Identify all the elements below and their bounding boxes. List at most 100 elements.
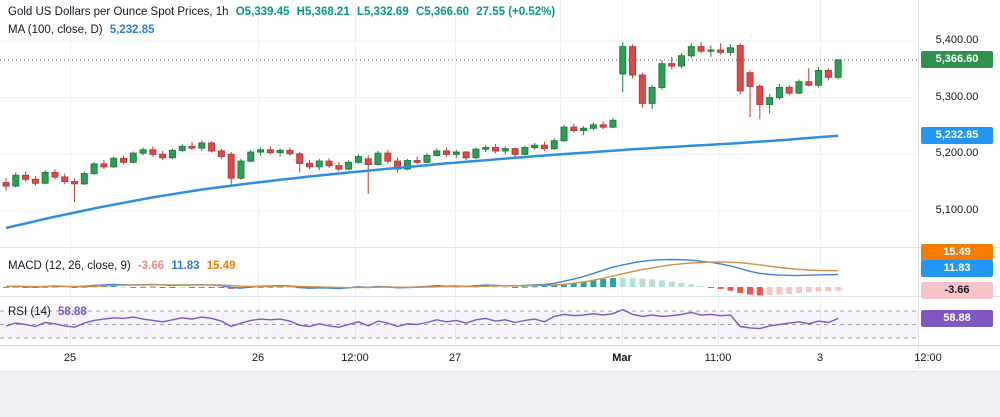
candle-body: [648, 86, 656, 104]
macd-histogram-bar: [698, 285, 705, 287]
macd-histogram-bar: [551, 285, 558, 287]
candle-body: [570, 126, 578, 132]
candle-body: [707, 49, 715, 52]
candle-body: [257, 149, 265, 153]
candle-body: [501, 148, 509, 152]
candle-body: [315, 160, 323, 168]
macd-axis-badge: -3.66: [921, 281, 993, 299]
time-axis-label: Mar: [612, 352, 632, 364]
macd-histogram-bar: [835, 287, 842, 291]
candle-body: [227, 153, 235, 179]
time-axis[interactable]: 25 26 12:00 27 Mar 11:00 3 12:00: [0, 346, 1000, 370]
macd-histogram-bar: [277, 286, 284, 288]
macd-histogram-bar: [570, 282, 577, 287]
macd-histogram-bar: [169, 287, 176, 288]
time-axis-label: 3: [816, 352, 824, 364]
macd-histogram-bar: [531, 286, 538, 288]
ma-legend[interactable]: MA (100, close, D) 5,232.85: [8, 24, 159, 36]
ohlc-high: H5,368.21: [296, 6, 350, 18]
candle-body: [678, 55, 686, 67]
macd-legend[interactable]: MACD (12, 26, close, 9) -3.66 11.83 15.4…: [8, 260, 239, 272]
candle-body: [452, 151, 460, 155]
macd-histogram-bar: [22, 287, 29, 288]
candle-body: [335, 165, 343, 170]
price-axis[interactable]: 5,400.00 5,300.00 5,200.00 5,100.00 5,366.60…: [918, 0, 1000, 370]
ohlc-close: C5,366.60: [415, 6, 470, 18]
macd-histogram-bar: [140, 286, 147, 288]
candle-body: [775, 86, 783, 99]
candle-body: [511, 148, 519, 155]
candle-body: [834, 59, 842, 78]
macd-histogram-bar: [795, 287, 802, 294]
macd-histogram-bar: [208, 287, 215, 288]
symbol-title: Gold US Dollars per Ounce Spot Prices, 1…: [8, 6, 229, 18]
candle-body: [687, 46, 695, 57]
rsi-legend-label: RSI (14): [8, 306, 51, 318]
macd-histogram-bar: [600, 279, 607, 287]
candle-body: [345, 161, 353, 170]
candle-body: [364, 158, 372, 166]
symbol-legend[interactable]: Gold US Dollars per Ounce Spot Prices, 1…: [8, 6, 559, 18]
candle-body: [403, 160, 411, 170]
macd-histogram-bar: [727, 287, 734, 291]
candle-body: [433, 150, 441, 156]
macd-histogram-bar: [512, 287, 519, 288]
candle-body: [462, 151, 470, 159]
macd-histogram-bar: [286, 286, 293, 288]
candle-body: [168, 149, 176, 159]
macd-histogram-bar: [130, 287, 137, 288]
macd-histogram-bar: [590, 280, 597, 287]
candle-body: [599, 124, 607, 128]
candle-body: [550, 140, 558, 150]
price-axis-badge: 5,366.60: [921, 51, 993, 69]
candle-body: [736, 45, 744, 92]
rsi-legend[interactable]: RSI (14) 58.88: [8, 306, 91, 318]
macd-histogram-bar: [521, 286, 528, 288]
macd-histogram-bar: [580, 281, 587, 287]
candle-body: [41, 171, 49, 184]
candle-body: [325, 160, 333, 167]
candle-body: [589, 124, 597, 129]
candle-body: [90, 163, 98, 175]
candle-body: [61, 176, 69, 183]
macd-hist-value: -3.66: [137, 260, 165, 272]
candle-body: [80, 173, 88, 185]
time-axis-label: 11:00: [704, 352, 732, 364]
candle-body: [472, 148, 480, 159]
candle-body: [71, 181, 79, 185]
candle-body: [413, 160, 421, 163]
candle-body: [149, 149, 157, 155]
candle-body: [766, 97, 774, 105]
candle-body: [188, 145, 196, 149]
candle-body: [296, 153, 304, 164]
candle-body: [129, 152, 137, 163]
candle-body: [100, 163, 108, 168]
price-axis-label: 5,100.00: [935, 204, 979, 216]
macd-legend-label: MACD (12, 26, close, 9): [8, 260, 131, 272]
macd-signal-value: 15.49: [206, 260, 236, 272]
candle-body: [247, 151, 255, 162]
candle-body: [492, 147, 499, 152]
candle-body: [443, 150, 451, 155]
macd-histogram-bar: [267, 286, 274, 288]
macd-histogram-bar: [149, 286, 156, 288]
macd-histogram-bar: [786, 287, 793, 294]
candle-body: [540, 144, 548, 150]
macd-line-value: 11.83: [171, 260, 200, 272]
macd-axis-badge: 15.49: [921, 243, 993, 261]
candle-body: [266, 149, 274, 154]
macd-axis-badge: 11.83: [921, 259, 993, 277]
candle-body: [482, 147, 490, 150]
candle-body: [697, 46, 705, 52]
candle-body: [110, 157, 118, 168]
macd-signal-line: [5, 261, 839, 289]
ohlc-low: L5,332.69: [356, 6, 409, 18]
macd-histogram-bar: [179, 287, 186, 288]
price-axis-label: 5,400.00: [935, 34, 979, 46]
bottom-filler: [0, 371, 1000, 417]
macd-histogram-bar: [776, 287, 783, 295]
time-axis-label: 12:00: [341, 352, 369, 364]
price-axis-label: 5,200.00: [935, 147, 979, 160]
